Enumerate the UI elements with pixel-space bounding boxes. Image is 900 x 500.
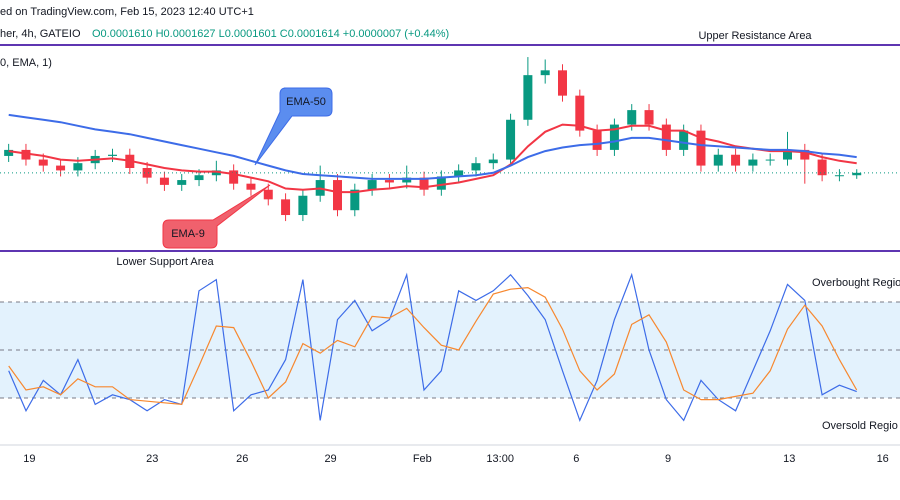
annotation: Upper Resistance Area <box>698 30 812 42</box>
candle-body <box>402 177 412 183</box>
candle-body <box>436 176 446 190</box>
x-tick-label: 9 <box>665 453 671 465</box>
candle-body <box>713 154 723 166</box>
callout-label: EMA-9 <box>171 228 205 240</box>
x-tick-label: 6 <box>573 453 579 465</box>
oscillator-line <box>8 272 857 423</box>
x-tick-label: 13:00 <box>486 453 514 465</box>
candle-body <box>834 175 844 177</box>
candle-body <box>229 170 239 184</box>
candle-body <box>817 159 827 176</box>
candle-body <box>4 149 14 156</box>
annotation: Lower Support Area <box>116 256 214 268</box>
candle-body <box>765 159 775 161</box>
candle-body <box>367 180 377 190</box>
candle-body <box>108 154 117 156</box>
indicator: 0, EMA, 1) <box>0 57 52 69</box>
symbol: her, 4h, GATEIO <box>0 28 81 40</box>
x-tick-label: Feb <box>413 453 432 465</box>
candle-body <box>454 170 464 177</box>
x-tick-label: 13 <box>783 453 795 465</box>
candle-body <box>696 130 706 166</box>
x-tick-label: 16 <box>877 453 889 465</box>
candle-body <box>56 165 66 171</box>
candle-body <box>661 124 671 150</box>
oscillator-line <box>8 286 858 406</box>
candle-body <box>350 189 360 211</box>
ema9-callout: EMA-9 <box>162 184 271 249</box>
annotation: Oversold Regio <box>822 420 898 432</box>
callout-label: EMA-50 <box>286 96 326 108</box>
callout-shape <box>162 184 271 249</box>
candle-body <box>263 189 273 200</box>
candle-body <box>558 70 567 96</box>
source-line: ed on TradingView.com, Feb 15, 2023 12:4… <box>0 6 254 18</box>
candle-body <box>540 70 550 76</box>
candle-body <box>38 159 48 166</box>
candle-body <box>384 180 394 183</box>
x-tick-label: 19 <box>23 453 35 465</box>
candle-body <box>575 95 585 131</box>
candle-body <box>194 175 204 181</box>
candle-body <box>298 195 308 216</box>
candle-body <box>73 163 83 171</box>
candle-body <box>523 75 533 120</box>
candle-body <box>333 180 342 211</box>
candle-body <box>731 154 741 166</box>
ema50-callout: EMA-50 <box>254 87 333 166</box>
x-tick-label: 26 <box>236 453 248 465</box>
candle-body <box>281 199 291 216</box>
candle-body <box>21 149 31 160</box>
candle-body <box>800 149 810 160</box>
ema-line <box>8 123 857 194</box>
candle-body <box>627 110 637 125</box>
candle-body <box>679 130 689 150</box>
candle-body <box>644 110 654 125</box>
candle-body <box>852 172 862 176</box>
candle-body <box>419 177 429 190</box>
ema-line <box>8 113 857 180</box>
candle-body <box>142 168 152 178</box>
candle-body <box>748 159 758 166</box>
callout-shape <box>254 87 333 166</box>
candle-body <box>488 159 498 164</box>
candle-body <box>471 163 481 171</box>
annotation: Overbought Regio <box>812 277 900 289</box>
x-tick-label: 29 <box>324 453 336 465</box>
candle-body <box>783 149 792 160</box>
candle-body <box>506 119 516 160</box>
candle-body <box>246 183 256 190</box>
candle-body <box>159 177 169 185</box>
candle-body <box>609 124 619 150</box>
candle-body <box>177 180 187 185</box>
candle-body <box>592 130 602 150</box>
plot-layer: 19 23 26 29 Feb 13:00 6 9 13 16 <box>0 57 900 465</box>
ohlc: O0.0001610 H0.0001627 L0.0001601 C0.0001… <box>92 28 449 40</box>
x-tick-label: 23 <box>146 453 158 465</box>
